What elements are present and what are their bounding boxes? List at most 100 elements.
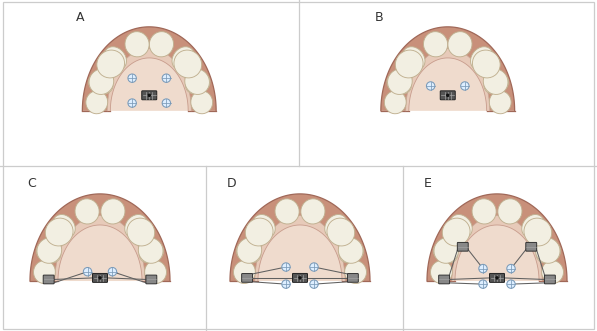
Polygon shape: [452, 216, 542, 281]
Ellipse shape: [484, 73, 509, 94]
Circle shape: [282, 280, 290, 288]
Ellipse shape: [139, 242, 164, 263]
Polygon shape: [255, 216, 345, 281]
Ellipse shape: [433, 242, 458, 263]
Ellipse shape: [97, 50, 125, 78]
Ellipse shape: [45, 218, 73, 246]
Ellipse shape: [144, 260, 167, 284]
Text: E: E: [424, 177, 432, 190]
FancyBboxPatch shape: [490, 273, 504, 282]
Ellipse shape: [338, 238, 363, 263]
FancyBboxPatch shape: [93, 273, 107, 282]
Circle shape: [310, 263, 318, 271]
Ellipse shape: [191, 91, 213, 114]
Circle shape: [479, 280, 487, 288]
Ellipse shape: [149, 32, 174, 57]
Polygon shape: [406, 49, 490, 111]
Ellipse shape: [484, 69, 508, 94]
Polygon shape: [30, 194, 170, 281]
FancyBboxPatch shape: [347, 273, 358, 282]
Ellipse shape: [86, 91, 107, 114]
Ellipse shape: [472, 199, 496, 224]
Circle shape: [507, 264, 515, 273]
FancyBboxPatch shape: [293, 273, 307, 282]
Circle shape: [461, 82, 469, 90]
Ellipse shape: [33, 260, 56, 284]
Ellipse shape: [88, 73, 113, 94]
Circle shape: [162, 99, 171, 107]
Ellipse shape: [245, 218, 273, 246]
Ellipse shape: [470, 47, 493, 70]
Circle shape: [99, 277, 101, 279]
Ellipse shape: [536, 242, 561, 263]
Polygon shape: [381, 27, 515, 111]
FancyBboxPatch shape: [439, 275, 450, 284]
FancyBboxPatch shape: [526, 242, 537, 251]
Circle shape: [282, 263, 290, 271]
Ellipse shape: [301, 199, 325, 224]
Ellipse shape: [127, 218, 155, 246]
Ellipse shape: [384, 91, 406, 114]
Circle shape: [310, 280, 318, 288]
Ellipse shape: [442, 218, 470, 246]
Ellipse shape: [472, 50, 500, 78]
Ellipse shape: [448, 32, 472, 57]
FancyBboxPatch shape: [141, 91, 157, 100]
Ellipse shape: [36, 242, 61, 263]
Ellipse shape: [237, 238, 261, 263]
Ellipse shape: [236, 242, 261, 263]
Polygon shape: [82, 27, 216, 111]
Ellipse shape: [37, 238, 61, 263]
Ellipse shape: [395, 50, 423, 78]
Text: B: B: [375, 11, 383, 24]
Ellipse shape: [125, 214, 147, 238]
Ellipse shape: [423, 32, 448, 57]
Circle shape: [426, 82, 435, 90]
Ellipse shape: [450, 214, 472, 238]
Circle shape: [128, 74, 136, 82]
Polygon shape: [427, 194, 567, 281]
Ellipse shape: [541, 260, 564, 284]
Ellipse shape: [498, 199, 522, 224]
Circle shape: [108, 267, 116, 276]
Ellipse shape: [186, 73, 210, 94]
FancyBboxPatch shape: [544, 275, 555, 284]
Text: A: A: [76, 11, 85, 24]
Text: D: D: [227, 177, 236, 190]
Polygon shape: [230, 194, 370, 281]
Ellipse shape: [233, 260, 256, 284]
Circle shape: [148, 94, 150, 96]
Text: C: C: [27, 177, 36, 190]
Ellipse shape: [490, 91, 511, 114]
Circle shape: [162, 74, 171, 82]
Ellipse shape: [522, 214, 544, 238]
Circle shape: [84, 267, 92, 276]
Ellipse shape: [139, 238, 163, 263]
Ellipse shape: [275, 199, 299, 224]
Polygon shape: [55, 216, 145, 281]
Ellipse shape: [89, 69, 113, 94]
Ellipse shape: [402, 47, 425, 70]
Ellipse shape: [53, 214, 75, 238]
FancyBboxPatch shape: [440, 91, 456, 100]
FancyBboxPatch shape: [242, 273, 253, 282]
Ellipse shape: [325, 214, 347, 238]
Ellipse shape: [174, 50, 202, 78]
Ellipse shape: [387, 73, 411, 94]
Ellipse shape: [339, 242, 364, 263]
Ellipse shape: [101, 199, 125, 224]
Ellipse shape: [344, 260, 367, 284]
Circle shape: [299, 277, 301, 279]
Ellipse shape: [172, 47, 195, 70]
Ellipse shape: [125, 32, 149, 57]
Circle shape: [507, 280, 515, 288]
Ellipse shape: [104, 47, 127, 70]
Ellipse shape: [253, 214, 275, 238]
Ellipse shape: [524, 218, 552, 246]
Circle shape: [479, 264, 487, 273]
Circle shape: [128, 99, 136, 107]
FancyBboxPatch shape: [43, 275, 54, 284]
Circle shape: [447, 94, 449, 96]
Ellipse shape: [75, 199, 99, 224]
Ellipse shape: [387, 69, 412, 94]
